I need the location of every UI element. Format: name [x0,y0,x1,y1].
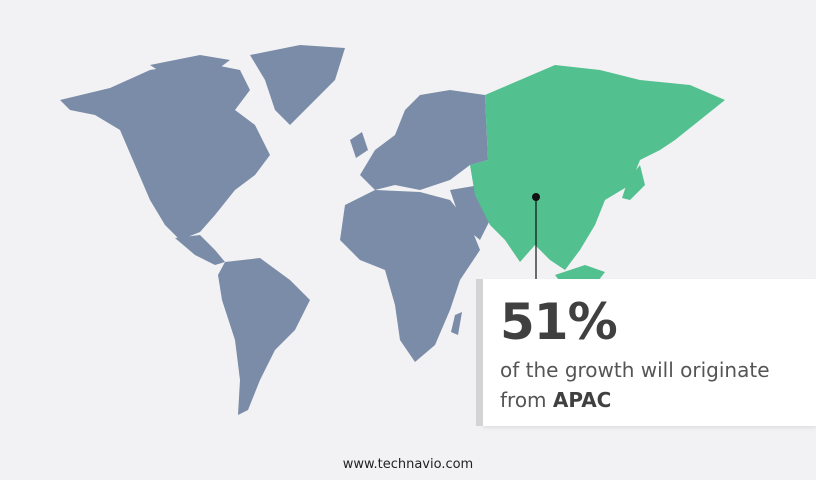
south-america [218,258,310,415]
greenland [250,45,345,125]
callout-marker [532,193,540,201]
apac-region [470,65,725,288]
central-america [175,235,225,265]
japan [622,165,645,200]
callout-description: of the growth will originate from APAC [500,355,810,415]
europe [360,90,488,190]
africa [340,190,480,362]
callout-card: 51% of the growth will originate from AP… [483,279,816,426]
other-regions [60,45,495,415]
callout-prefix: from [500,388,547,412]
footer-site: www.technavio.com [342,457,474,472]
callout-text: of the growth will originate [500,358,770,382]
north-america [60,62,270,240]
growth-percentage: 51% [500,293,618,351]
callout-region: APAC [552,388,612,412]
asia [470,65,725,270]
